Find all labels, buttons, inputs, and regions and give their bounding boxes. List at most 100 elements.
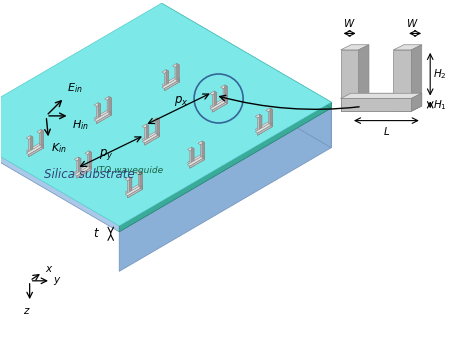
Polygon shape [97, 104, 100, 123]
Polygon shape [125, 177, 132, 181]
Polygon shape [142, 133, 159, 143]
Polygon shape [41, 130, 44, 148]
Polygon shape [187, 156, 205, 166]
Polygon shape [162, 79, 179, 89]
Polygon shape [98, 103, 100, 121]
Polygon shape [358, 45, 369, 111]
Polygon shape [210, 98, 227, 108]
Polygon shape [202, 156, 205, 159]
Polygon shape [270, 123, 273, 127]
Polygon shape [225, 98, 227, 103]
Polygon shape [223, 86, 227, 106]
Polygon shape [77, 165, 91, 178]
Polygon shape [393, 50, 411, 111]
Polygon shape [94, 109, 111, 119]
Polygon shape [87, 152, 91, 172]
Text: $H_{in}$: $H_{in}$ [72, 118, 89, 132]
Polygon shape [142, 131, 159, 141]
Polygon shape [74, 166, 91, 176]
Polygon shape [212, 99, 227, 112]
Text: $z$: $z$ [24, 306, 31, 316]
Polygon shape [177, 79, 179, 82]
Polygon shape [255, 114, 262, 118]
Polygon shape [136, 171, 142, 174]
Polygon shape [341, 50, 358, 111]
Text: Silica substrate: Silica substrate [44, 168, 135, 181]
Polygon shape [155, 119, 159, 139]
Polygon shape [85, 151, 91, 155]
Polygon shape [177, 76, 179, 82]
Polygon shape [39, 131, 44, 150]
Polygon shape [411, 93, 422, 111]
Polygon shape [89, 151, 91, 169]
Text: $W$: $W$ [407, 17, 419, 29]
Text: $L$: $L$ [383, 125, 390, 137]
Polygon shape [201, 143, 205, 162]
Polygon shape [187, 154, 205, 164]
Polygon shape [138, 172, 142, 192]
Polygon shape [270, 108, 273, 127]
Polygon shape [175, 65, 179, 84]
Polygon shape [146, 124, 149, 143]
Polygon shape [77, 158, 81, 178]
Polygon shape [140, 171, 142, 189]
Polygon shape [341, 93, 422, 98]
Polygon shape [105, 97, 111, 100]
Polygon shape [341, 93, 422, 98]
Polygon shape [341, 98, 411, 111]
Text: $t$: $t$ [93, 227, 100, 240]
Polygon shape [177, 64, 179, 82]
Polygon shape [26, 142, 44, 152]
Polygon shape [393, 45, 422, 50]
Polygon shape [37, 130, 44, 133]
Polygon shape [411, 45, 422, 111]
Polygon shape [140, 183, 142, 189]
Polygon shape [162, 9, 331, 148]
Polygon shape [225, 85, 227, 103]
Polygon shape [258, 125, 273, 135]
Polygon shape [77, 167, 91, 178]
Text: $E_{in}$: $E_{in}$ [67, 81, 82, 95]
Polygon shape [125, 183, 142, 194]
Polygon shape [341, 45, 369, 50]
Polygon shape [259, 114, 262, 133]
Polygon shape [94, 112, 111, 122]
Polygon shape [266, 108, 273, 112]
Polygon shape [30, 136, 33, 154]
Polygon shape [255, 121, 273, 131]
Polygon shape [173, 64, 179, 67]
Text: $p_y$: $p_y$ [99, 148, 113, 163]
Polygon shape [29, 144, 44, 157]
Polygon shape [210, 91, 217, 95]
Polygon shape [341, 98, 411, 111]
Polygon shape [89, 166, 91, 169]
Polygon shape [109, 97, 111, 115]
Polygon shape [97, 111, 111, 123]
Polygon shape [258, 122, 273, 135]
Polygon shape [153, 118, 159, 122]
Polygon shape [164, 71, 169, 90]
Polygon shape [145, 126, 149, 145]
Polygon shape [162, 3, 331, 108]
Text: $H_2$: $H_2$ [434, 67, 447, 81]
Polygon shape [97, 113, 111, 123]
Polygon shape [166, 70, 169, 88]
Text: $W$: $W$ [343, 17, 356, 29]
Polygon shape [270, 121, 273, 127]
Polygon shape [190, 158, 205, 168]
Polygon shape [268, 109, 273, 129]
Text: ITO waveguide: ITO waveguide [96, 166, 163, 175]
Polygon shape [411, 93, 422, 111]
Polygon shape [41, 142, 44, 148]
Polygon shape [191, 147, 194, 166]
Polygon shape [29, 146, 44, 157]
Polygon shape [225, 100, 227, 103]
Polygon shape [119, 108, 331, 271]
Polygon shape [164, 80, 179, 90]
Polygon shape [202, 141, 205, 159]
Polygon shape [26, 145, 44, 154]
Polygon shape [128, 187, 142, 198]
Polygon shape [220, 85, 227, 89]
Polygon shape [198, 141, 205, 145]
Polygon shape [0, 3, 331, 226]
